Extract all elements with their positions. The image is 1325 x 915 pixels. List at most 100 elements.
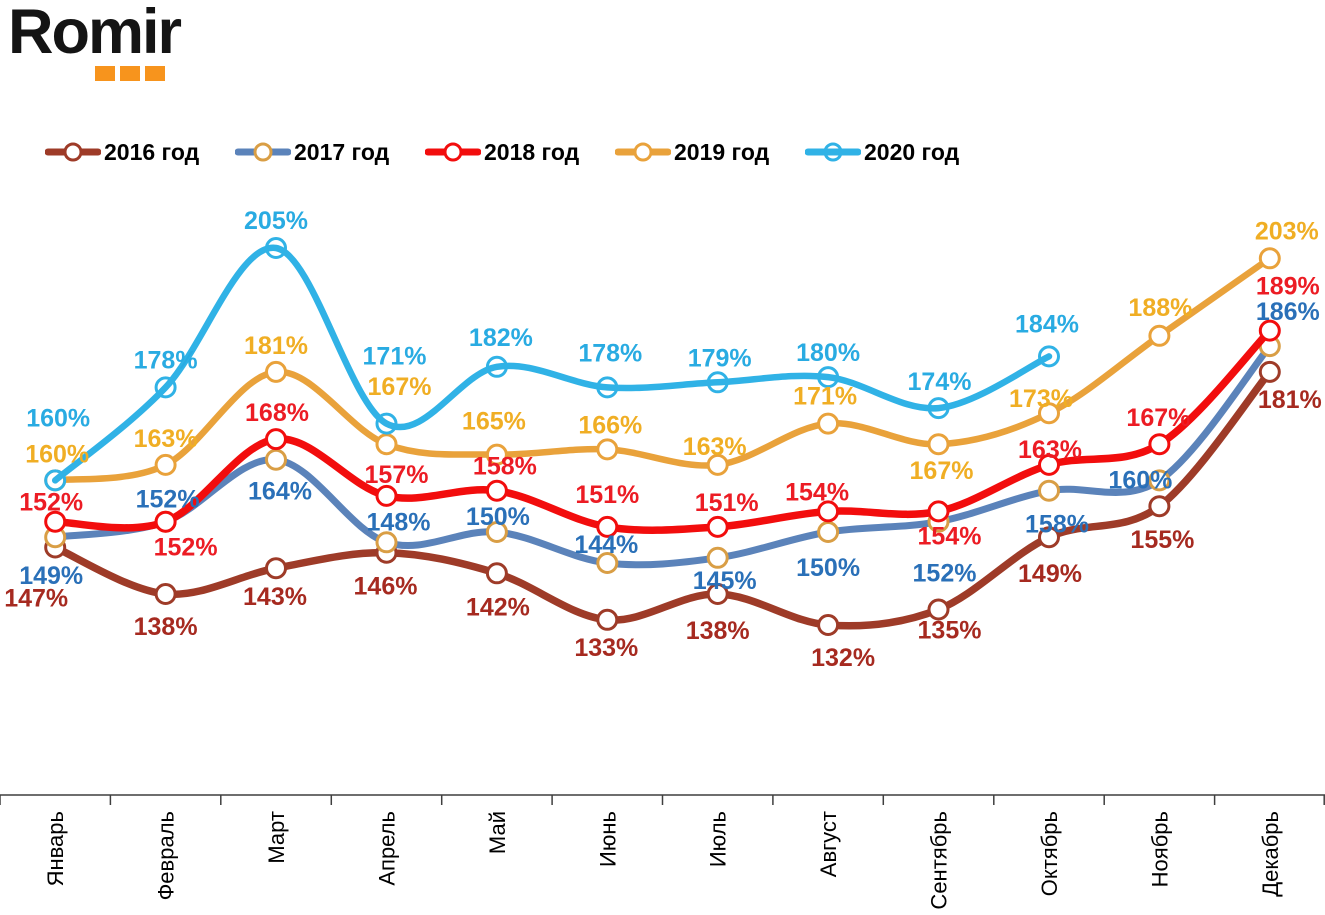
x-axis-label: Май	[485, 811, 510, 854]
data-label: 178%	[134, 346, 198, 374]
data-label: 160%	[26, 404, 90, 432]
data-point-marker	[706, 583, 729, 605]
data-label: 180%	[796, 339, 860, 367]
legend-line-marker-icon	[45, 142, 101, 162]
legend-line-marker-icon	[425, 142, 481, 162]
data-label: 152%	[154, 534, 218, 562]
data-point-marker	[1038, 526, 1060, 549]
data-point-marker	[154, 583, 177, 605]
x-axis-label: Август	[816, 811, 841, 877]
data-point-marker	[265, 237, 287, 259]
legend-label: 2016 год	[104, 138, 200, 165]
data-point-marker	[154, 453, 177, 476]
data-label: 167%	[910, 457, 974, 485]
data-label: 145%	[693, 567, 757, 595]
data-label: 189%	[1256, 273, 1320, 301]
legend-label: 2019 год	[674, 138, 770, 165]
data-point-marker	[485, 521, 508, 543]
data-point-marker	[817, 366, 840, 389]
legend-line-marker-icon	[615, 142, 671, 162]
x-axis-label: Сентябрь	[927, 811, 952, 910]
data-label: 146%	[354, 573, 418, 601]
series-2017	[44, 335, 1281, 574]
data-point-marker	[1038, 402, 1060, 425]
legend-item-2016: 2016 год	[45, 137, 199, 167]
data-point-marker	[375, 531, 398, 554]
data-labels: 147% 138% 143% 146% 142% 133% 138% 132% 135% 149%…	[4, 207, 1322, 672]
x-axis-label: Январь	[43, 811, 68, 886]
data-label: 152%	[136, 486, 200, 514]
data-label: 144%	[574, 531, 638, 559]
x-axis-label: Февраль	[154, 811, 179, 900]
data-label: 174%	[908, 368, 972, 396]
data-point-marker	[1148, 469, 1171, 492]
data-point-marker	[265, 448, 287, 471]
legend-label: 2020 год	[864, 138, 960, 165]
data-point-marker	[485, 443, 508, 466]
series-line	[51, 244, 1053, 484]
data-point-marker	[1038, 345, 1060, 368]
series-line	[51, 255, 1274, 484]
data-point-marker	[265, 428, 287, 451]
legend-label: 2017 год	[294, 138, 390, 165]
data-label: 154%	[918, 522, 982, 550]
data-label: 158%	[473, 453, 537, 481]
data-label: 157%	[365, 461, 429, 489]
data-point-marker	[817, 412, 840, 435]
logo-dot	[145, 66, 165, 81]
legend-line-marker-icon	[235, 142, 291, 162]
data-point-marker	[1148, 495, 1171, 518]
data-point-marker	[706, 371, 729, 394]
data-point-marker	[927, 598, 950, 621]
data-label: 182%	[469, 324, 533, 352]
legend-item-2019: 2019 год	[615, 137, 769, 167]
data-label: 184%	[1015, 310, 1079, 338]
data-point-marker	[817, 500, 840, 523]
data-point-marker	[154, 510, 177, 533]
data-label: 205%	[244, 207, 308, 235]
data-point-marker	[44, 510, 67, 533]
series-line	[51, 326, 1274, 534]
data-label: 160%	[1108, 466, 1172, 494]
data-label: 181%	[244, 332, 308, 360]
data-label: 150%	[466, 503, 530, 531]
data-label: 152%	[19, 489, 83, 517]
x-axis-label: Октябрь	[1037, 811, 1062, 896]
data-label: 138%	[686, 617, 750, 645]
data-point-marker	[596, 515, 619, 538]
data-point-marker	[596, 438, 619, 461]
series-line	[51, 368, 1274, 630]
data-point-marker	[817, 614, 840, 636]
x-axis-label: Июнь	[595, 811, 620, 867]
data-point-marker	[1038, 453, 1060, 476]
romir-logo-text: Romir	[8, 0, 182, 67]
data-label: 160%	[25, 440, 89, 468]
data-label: 165%	[462, 408, 526, 436]
x-axis-label: Март	[264, 811, 289, 864]
x-axis-labels: Январь Февраль Март Апрель Май Июнь Июль Август…	[43, 811, 1283, 910]
legend-item-2018: 2018 год	[425, 137, 579, 167]
data-point-marker	[817, 521, 840, 543]
data-point-marker	[1038, 479, 1060, 502]
data-point-marker	[1148, 433, 1171, 456]
romir-logo: Romir	[8, 0, 182, 68]
data-point-marker	[1258, 247, 1281, 270]
data-label: 135%	[918, 617, 982, 645]
series-2016	[44, 360, 1281, 636]
series-2020	[44, 237, 1060, 492]
data-label: 158%	[1025, 511, 1089, 539]
data-point-marker	[1258, 319, 1281, 342]
data-label: 203%	[1255, 217, 1319, 245]
x-axis-label: Июль	[706, 811, 731, 867]
data-point-marker	[44, 469, 67, 492]
data-point-marker	[485, 479, 508, 502]
data-point-marker	[927, 397, 950, 420]
data-label: 181%	[1258, 386, 1322, 414]
legend-line-marker-icon	[805, 142, 861, 162]
data-label: 155%	[1130, 526, 1194, 554]
data-label: 166%	[578, 411, 642, 439]
data-point-marker	[706, 546, 729, 569]
data-point-marker	[1258, 360, 1281, 383]
